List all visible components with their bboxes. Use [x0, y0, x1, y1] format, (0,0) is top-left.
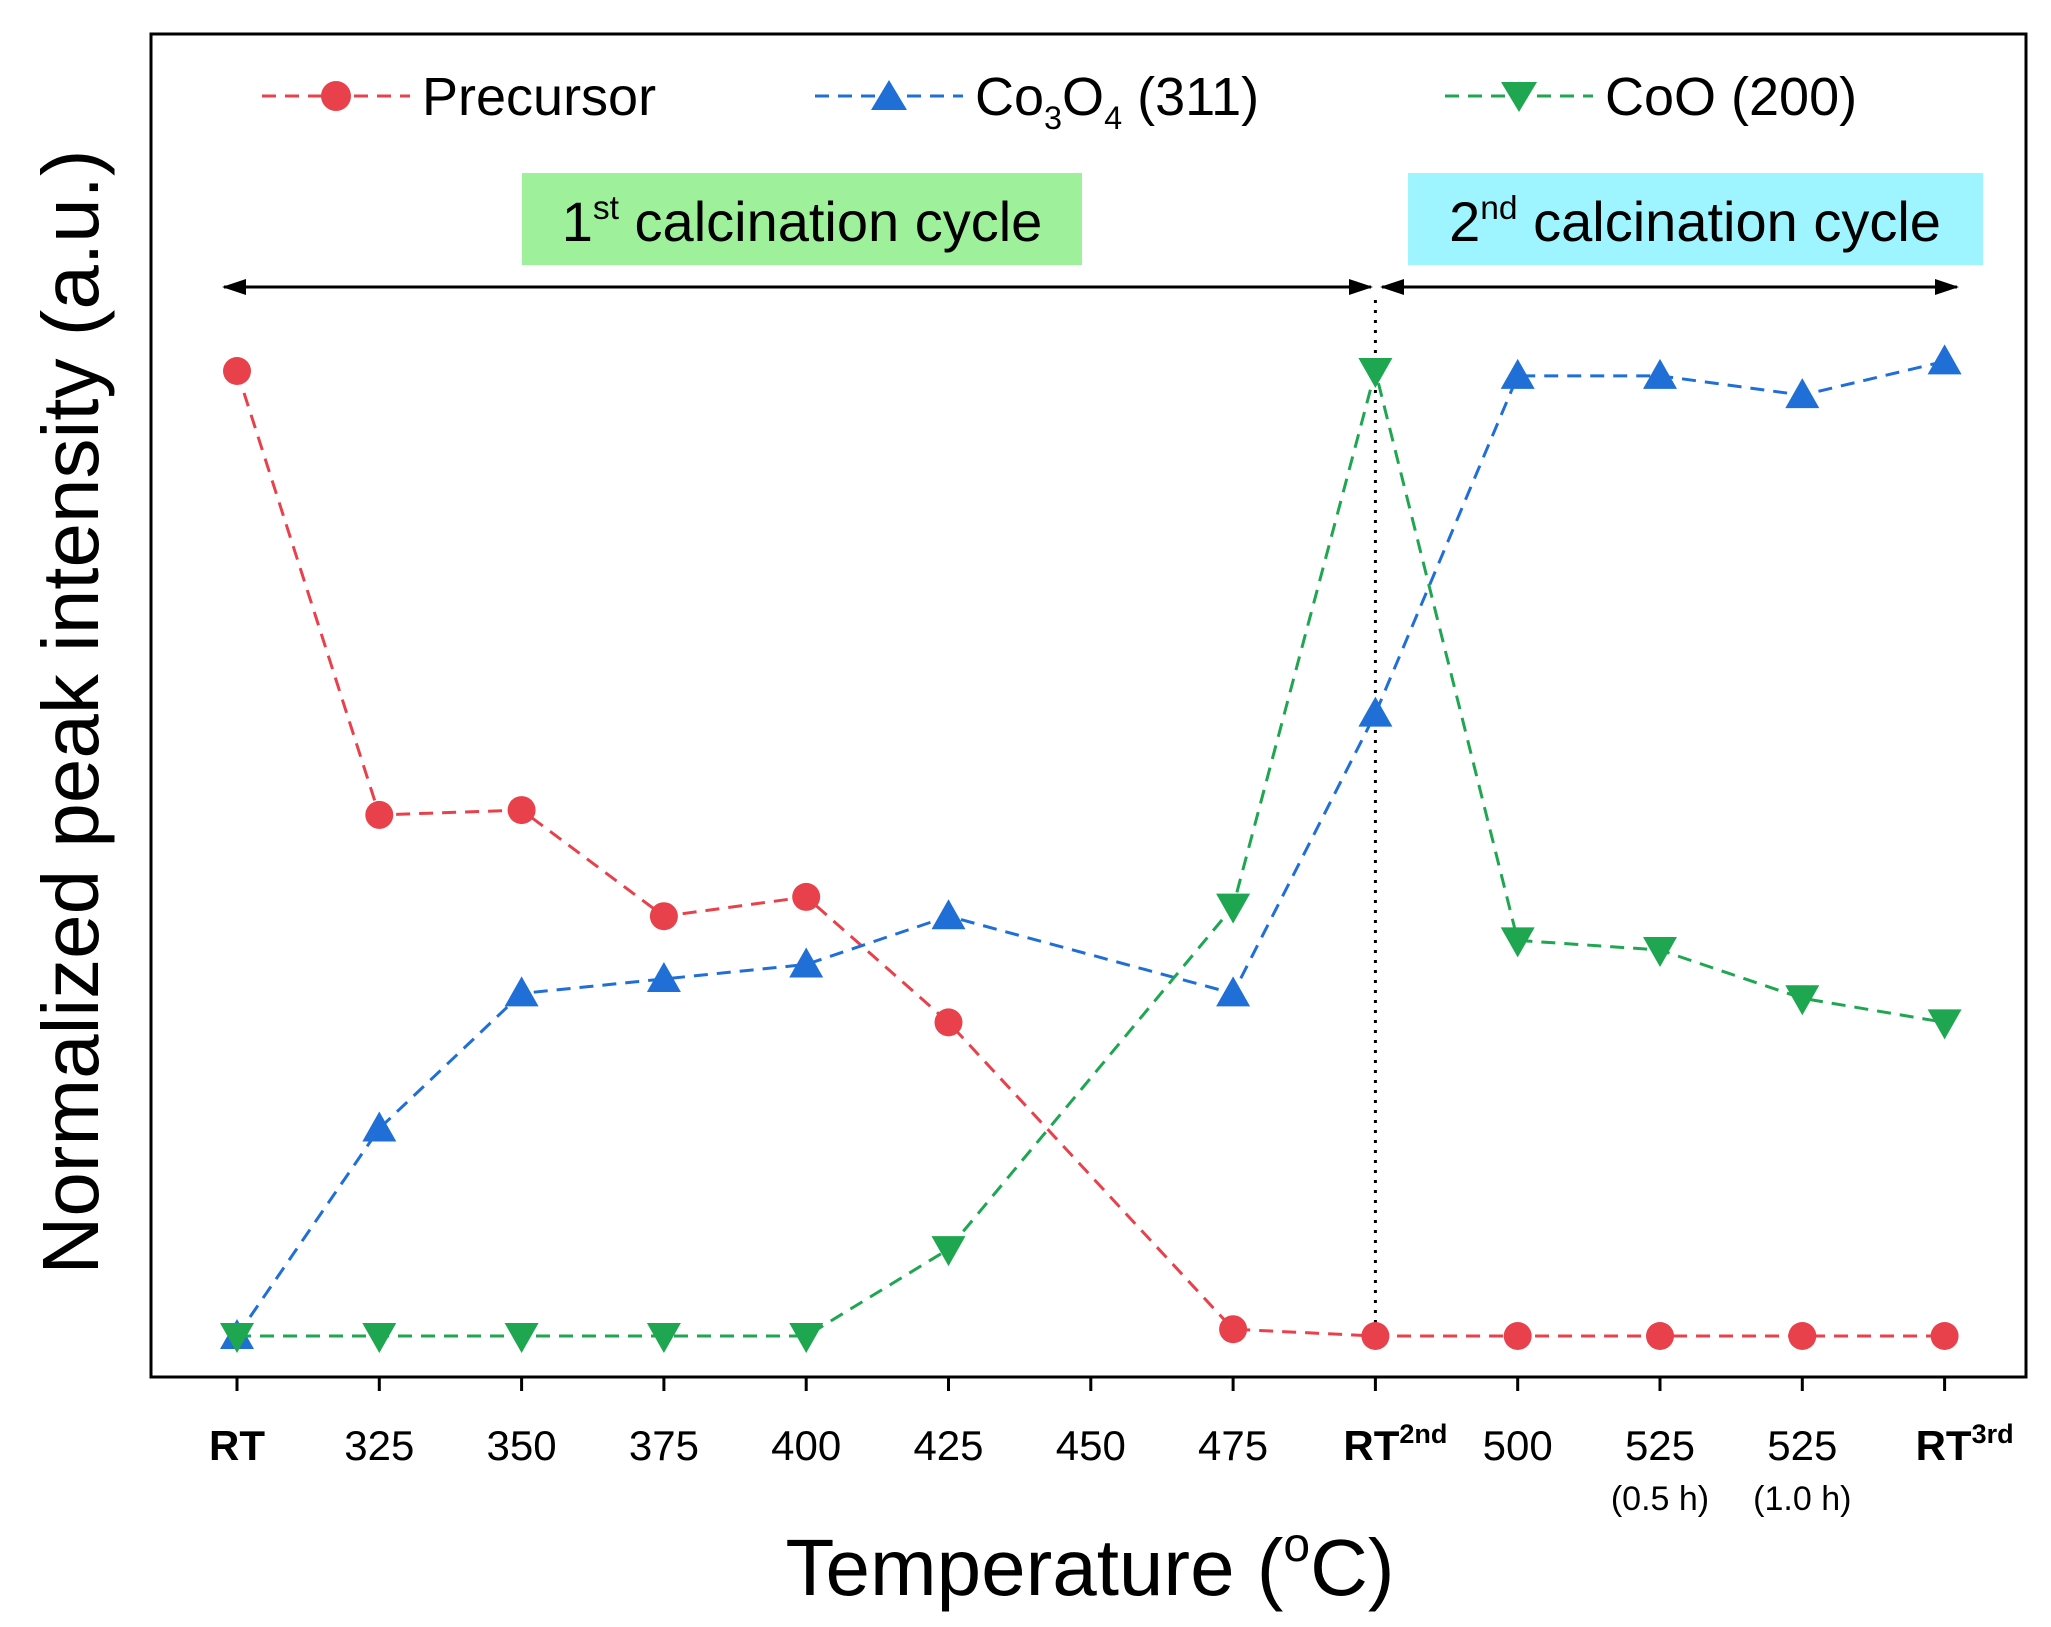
legend-co3o4-label: Co3O4 (311)	[975, 67, 1259, 136]
x-tick-label-10: 525	[1625, 1422, 1695, 1469]
data-point-coo-4	[789, 1323, 824, 1353]
legend: Precursor Co3O4 (311) CoO (200)	[262, 67, 1857, 136]
series-precursor	[223, 357, 1959, 1350]
first-cycle-label: 1st calcination cycle	[562, 190, 1043, 253]
cycle-annotations: 1st calcination cycle 2nd calcination cy…	[222, 173, 1983, 295]
second-cycle-box	[1408, 173, 1983, 265]
data-point-coo-5	[931, 1236, 966, 1267]
data-point-precursor-3	[649, 902, 678, 931]
data-point-coo-0	[220, 1323, 254, 1353]
x-tick-label-8: RT2nd	[1343, 1419, 1447, 1469]
x-tick-sublabel-10: (0.5 h)	[1611, 1480, 1709, 1518]
legend-precursor-label: Precursor	[422, 67, 656, 127]
x-axis: RT 325 350 375 400 425 450 475 RT2nd 500 525 (0.5 h…	[209, 1377, 2014, 1518]
legend-item-precursor: Precursor	[262, 67, 656, 127]
y-axis-title: Normalized peak intensity (a.u.)	[26, 150, 115, 1275]
x-tick-label-0: RT	[209, 1422, 265, 1469]
data-point-co3o4-6	[1216, 976, 1251, 1007]
legend-coo-marker	[1501, 82, 1537, 112]
legend-coo-label: CoO (200)	[1605, 67, 1857, 127]
data-point-co3o4-8	[1500, 358, 1535, 389]
data-point-co3o4-10	[1785, 378, 1820, 409]
data-point-precursor-7	[1361, 1322, 1390, 1350]
data-point-coo-10	[1785, 985, 1820, 1016]
legend-item-co3o4: Co3O4 (311)	[815, 67, 1259, 136]
legend-item-coo: CoO (200)	[1445, 67, 1857, 127]
data-point-co3o4-4	[789, 947, 824, 978]
data-point-coo-3	[646, 1323, 681, 1353]
x-axis-title: Temperature (oC)	[785, 1519, 1394, 1612]
series-precursor-line	[235, 370, 1945, 1338]
second-cycle-label: 2nd calcination cycle	[1449, 190, 1941, 253]
x-tick-label-4: 400	[771, 1422, 841, 1469]
x-tick-label-3: 375	[629, 1422, 699, 1469]
x-tick-label-6: 450	[1056, 1422, 1126, 1469]
data-point-precursor-9	[1646, 1322, 1674, 1350]
data-point-co3o4-9	[1643, 358, 1677, 389]
x-tick-label-1: 325	[344, 1422, 414, 1469]
data-point-co3o4-7	[1358, 696, 1393, 727]
data-point-co3o4-2	[504, 976, 539, 1007]
x-tick-label-2: 350	[487, 1422, 557, 1469]
data-point-precursor-1	[365, 800, 394, 829]
series-co3o4	[220, 344, 1962, 1349]
data-point-coo-8	[1500, 927, 1535, 958]
x-tick-label-5: 425	[913, 1422, 983, 1469]
data-point-co3o4-1	[362, 1111, 397, 1142]
data-point-coo-11	[1927, 1009, 1962, 1040]
data-point-precursor-10	[1788, 1322, 1817, 1350]
data-point-precursor-2	[507, 796, 536, 825]
series-layer	[220, 344, 1962, 1353]
legend-co3o4-marker	[871, 80, 907, 110]
plot-frame	[149, 32, 2028, 1379]
data-point-coo-7	[1358, 358, 1393, 388]
data-point-co3o4-5	[931, 899, 966, 930]
data-point-co3o4-11	[1927, 344, 1962, 375]
first-cycle-box	[522, 173, 1082, 265]
x-tick-label-11: 525	[1767, 1422, 1837, 1469]
data-point-coo-9	[1643, 937, 1677, 967]
x-tick-label-9: 500	[1483, 1422, 1553, 1469]
x-tick-sublabel-11: (1.0 h)	[1753, 1480, 1851, 1518]
data-point-precursor-4	[792, 882, 821, 911]
data-point-precursor-5	[934, 1008, 963, 1037]
series-coo	[220, 358, 1962, 1353]
legend-precursor-marker	[321, 81, 351, 111]
series-co3o4-line	[235, 359, 1945, 1337]
data-point-coo-1	[362, 1323, 397, 1353]
data-point-precursor-11	[1930, 1322, 1959, 1350]
data-point-precursor-8	[1503, 1322, 1532, 1350]
data-point-coo-6	[1216, 893, 1251, 924]
series-coo-line	[237, 370, 1945, 1338]
data-point-co3o4-3	[646, 961, 681, 992]
x-tick-label-7: 475	[1198, 1422, 1268, 1469]
data-point-precursor-6	[1219, 1315, 1248, 1344]
x-tick-label-12: RT3rd	[1916, 1419, 2014, 1469]
data-point-coo-2	[504, 1323, 539, 1353]
data-point-precursor-0	[223, 357, 251, 385]
